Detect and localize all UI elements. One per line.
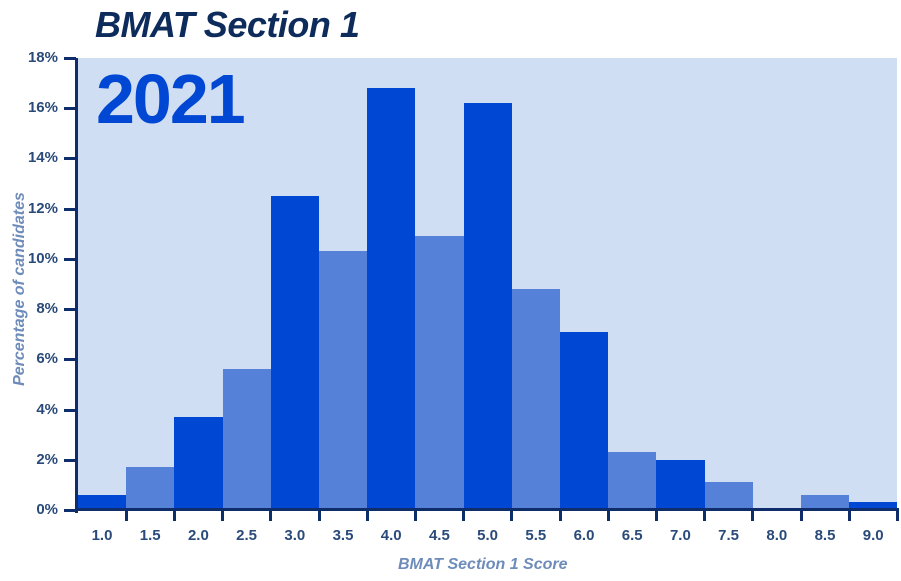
x-tick <box>895 510 899 521</box>
x-tick-label: 2.0 <box>187 527 209 544</box>
x-tick <box>558 510 562 521</box>
y-tick-label: 8% <box>36 300 58 318</box>
x-tick-label: 9.0 <box>862 527 884 544</box>
y-tick <box>64 107 76 111</box>
x-tick <box>799 510 803 521</box>
y-tick <box>64 157 76 161</box>
x-tick <box>462 510 466 521</box>
bar-1.5 <box>126 467 175 510</box>
x-tick-label: 8.0 <box>766 527 788 544</box>
bar-3.5 <box>319 251 368 510</box>
bar-5.0 <box>463 103 512 510</box>
x-tick-label: 7.0 <box>669 527 691 544</box>
y-tick-label: 2% <box>36 450 58 468</box>
x-tick-label: 1.0 <box>91 527 113 544</box>
bar-2.5 <box>222 369 271 510</box>
x-tick <box>413 510 417 521</box>
x-tick <box>606 510 610 521</box>
y-tick <box>64 257 76 261</box>
x-tick <box>847 510 851 521</box>
x-tick-label: 6.5 <box>621 527 643 544</box>
y-tick <box>64 509 76 512</box>
y-tick <box>64 458 76 462</box>
x-tick-label: 2.5 <box>236 527 258 544</box>
x-tick <box>703 510 707 521</box>
x-axis-line <box>75 508 899 511</box>
y-tick-label: 6% <box>36 350 58 368</box>
x-tick <box>124 510 128 521</box>
x-tick-label: 5.5 <box>525 527 547 544</box>
x-axis-title: BMAT Section 1 Score <box>398 556 568 573</box>
plot-area: 2021 <box>78 58 898 510</box>
chart-title: BMAT Section 1 <box>95 4 360 45</box>
y-tick <box>64 207 76 211</box>
bar-8.5 <box>801 494 850 510</box>
y-tick-label: 12% <box>27 199 58 217</box>
y-tick-label: 18% <box>27 49 58 66</box>
bar-7.0 <box>656 459 705 510</box>
year-label: 2021 <box>96 60 246 138</box>
x-tick <box>751 510 755 521</box>
y-tick-label: 0% <box>36 501 58 518</box>
bar-7.5 <box>704 482 753 510</box>
y-tick <box>64 57 76 60</box>
bar-6.0 <box>560 331 609 510</box>
x-tick <box>269 510 273 521</box>
y-tick <box>64 408 76 412</box>
bar-5.5 <box>511 289 560 510</box>
bar-2.0 <box>174 417 223 510</box>
bar-3.0 <box>270 196 319 510</box>
x-tick <box>317 510 321 521</box>
y-tick <box>64 308 76 312</box>
y-tick <box>64 358 76 362</box>
y-tick-label: 14% <box>27 149 58 167</box>
x-tick <box>172 510 176 521</box>
x-tick-label: 6.0 <box>573 527 595 544</box>
bar-1.0 <box>78 494 127 510</box>
x-tick-label: 4.0 <box>380 527 402 544</box>
bar-9.0 <box>849 502 898 510</box>
x-tick-label: 4.5 <box>428 527 450 544</box>
bar-6.5 <box>608 452 657 510</box>
y-tick-label: 10% <box>27 249 58 267</box>
x-tick <box>365 510 369 521</box>
bar-4.5 <box>415 236 464 510</box>
y-axis-line <box>75 58 78 513</box>
x-tick-label: 5.0 <box>477 527 499 544</box>
x-tick-label: 3.5 <box>332 527 354 544</box>
y-tick-label: 4% <box>36 400 58 418</box>
x-tick-label: 3.0 <box>284 527 306 544</box>
x-tick-label: 8.5 <box>814 527 836 544</box>
y-axis-title: Percentage of candidates <box>11 192 28 386</box>
x-tick-label: 7.5 <box>718 527 740 544</box>
x-tick <box>221 510 225 521</box>
bar-4.0 <box>367 88 416 510</box>
x-tick <box>654 510 658 521</box>
x-tick-label: 1.5 <box>139 527 161 544</box>
x-tick <box>510 510 514 521</box>
y-tick-label: 16% <box>27 99 58 117</box>
